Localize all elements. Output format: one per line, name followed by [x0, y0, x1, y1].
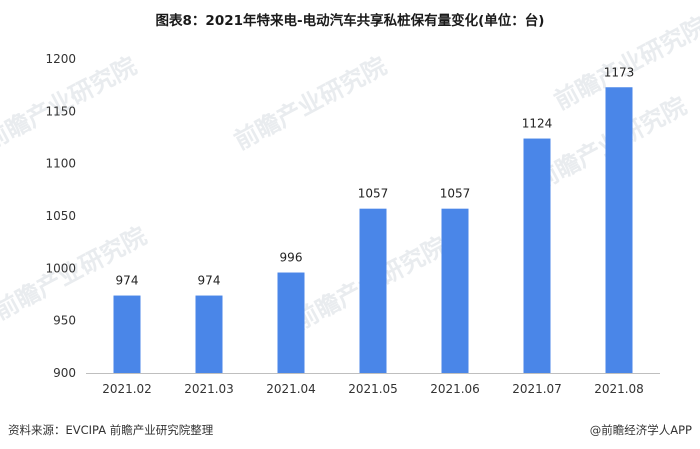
bar — [195, 295, 223, 373]
y-tick-label: 1100 — [45, 157, 76, 171]
bar — [359, 208, 387, 373]
x-tick-label: 2021.06 — [430, 382, 480, 396]
x-tick-label: 2021.05 — [348, 382, 398, 396]
chart-title: 图表8：2021年特来电-电动汽车共享私桩保有量变化(单位：台) — [155, 13, 545, 29]
y-tick-label: 1200 — [45, 52, 76, 66]
watermarks: 前瞻产业研究院前瞻产业研究院前瞻产业研究院前瞻产业研究院前瞻产业研究院前瞻产业研… — [0, 12, 700, 336]
brand-credit: @前瞻经济学人APP — [589, 423, 692, 437]
bar — [441, 208, 469, 373]
data-label: 1124 — [522, 117, 553, 131]
y-tick-label: 1150 — [45, 104, 76, 118]
x-tick-label: 2021.08 — [594, 382, 644, 396]
x-tick-label: 2021.03 — [184, 382, 234, 396]
bar — [605, 87, 633, 373]
y-tick-label: 900 — [53, 366, 76, 380]
data-label: 974 — [116, 274, 139, 288]
data-label: 996 — [280, 251, 303, 265]
y-axis: 900 950 1000 1050 1100 1150 1200 — [45, 52, 76, 380]
data-label: 974 — [198, 274, 221, 288]
x-axis: 2021.02 2021.03 2021.04 2021.05 2021.06 2021.… — [86, 373, 660, 396]
x-tick-label: 2021.07 — [512, 382, 562, 396]
bar — [277, 272, 305, 373]
y-tick-label: 1000 — [45, 261, 76, 275]
data-label: 1057 — [440, 187, 471, 201]
y-tick-label: 1050 — [45, 209, 76, 223]
watermark-text: 前瞻产业研究院 — [230, 52, 391, 156]
x-tick-label: 2021.02 — [102, 382, 152, 396]
bar — [523, 138, 551, 373]
y-tick-label: 950 — [53, 314, 76, 328]
data-label: 1173 — [604, 65, 635, 79]
bars: 974 974 996 1057 1057 1124 1173 — [113, 65, 635, 373]
x-tick-label: 2021.04 — [266, 382, 316, 396]
data-label: 1057 — [358, 187, 389, 201]
bar — [113, 295, 141, 373]
source-note: 资料来源：EVCIPA 前瞻产业研究院整理 — [8, 423, 214, 437]
